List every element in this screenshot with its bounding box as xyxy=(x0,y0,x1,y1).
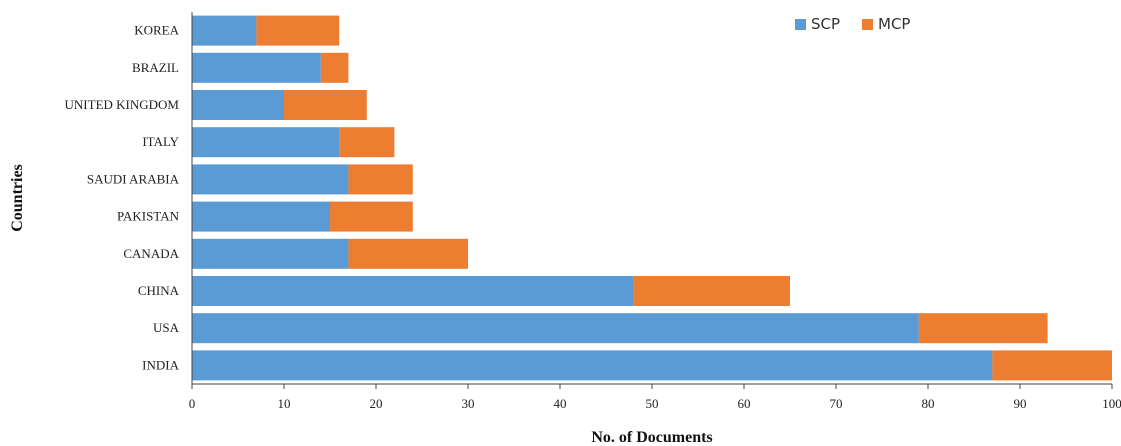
bar-mcp-united-kingdom xyxy=(284,90,367,120)
x-tick-label: 30 xyxy=(462,396,475,411)
bar-mcp-pakistan xyxy=(330,201,413,232)
legend-swatch-scp xyxy=(795,19,806,30)
x-tick-label: 10 xyxy=(278,396,291,411)
x-tick-label: 80 xyxy=(922,396,935,411)
bar-mcp-korea xyxy=(256,15,340,46)
bar-mcp-canada xyxy=(348,238,468,269)
bar-mcp-usa xyxy=(918,313,1048,344)
x-axis-title: No. of Documents xyxy=(591,429,712,446)
y-tick-label: SAUDI ARABIA xyxy=(87,171,180,186)
x-tick-label: 40 xyxy=(554,396,567,411)
bar-scp-usa xyxy=(192,313,919,344)
bar-mcp-saudi-arabia xyxy=(348,164,413,195)
bar-mcp-china xyxy=(633,276,790,306)
x-tick-label: 20 xyxy=(370,396,383,411)
bar-scp-india xyxy=(192,350,993,381)
x-tick-label: 70 xyxy=(830,396,843,411)
y-tick-label: ITALY xyxy=(142,134,179,149)
bar-scp-china xyxy=(192,276,634,306)
bars-group xyxy=(192,15,1112,381)
bar-scp-canada xyxy=(192,238,349,269)
bar-scp-saudi-arabia xyxy=(192,164,349,195)
bar-mcp-brazil xyxy=(320,52,349,83)
legend-swatch-mcp xyxy=(862,19,873,30)
y-tick-label: BRAZIL xyxy=(132,60,179,75)
x-tick-label: 0 xyxy=(189,396,196,411)
bar-scp-united-kingdom xyxy=(192,90,284,120)
y-tick-label: INDIA xyxy=(142,357,179,372)
legend-label-scp: SCP xyxy=(811,15,840,33)
y-tick-label: UNITED KINGDOM xyxy=(65,97,180,112)
bar-mcp-italy xyxy=(339,127,395,158)
bar-scp-korea xyxy=(192,15,257,46)
legend-label-mcp: MCP xyxy=(878,15,910,33)
y-tick-label: USA xyxy=(153,320,180,335)
x-tick-group: 0 10 20 30 40 50 60 70 80 90 100 xyxy=(189,384,1121,411)
y-axis-title: Countries xyxy=(9,164,26,232)
x-tick-label: 50 xyxy=(646,396,659,411)
category-labels: INDIA USA CHINA CANADA PAKISTAN SAUDI ARABIA I… xyxy=(65,23,180,373)
x-tick-label: 100 xyxy=(1102,396,1121,411)
y-tick-label: CANADA xyxy=(123,246,179,261)
y-tick-label: CHINA xyxy=(138,283,180,298)
bar-scp-brazil xyxy=(192,52,321,83)
y-tick-label: KOREA xyxy=(134,23,179,38)
x-tick-label: 90 xyxy=(1014,396,1027,411)
y-tick-label: PAKISTAN xyxy=(117,209,180,224)
legend: SCP MCP xyxy=(795,15,910,33)
bar-scp-pakistan xyxy=(192,201,330,232)
bar-scp-italy xyxy=(192,127,340,158)
x-tick-label: 60 xyxy=(738,396,751,411)
bar-mcp-india xyxy=(992,350,1112,381)
